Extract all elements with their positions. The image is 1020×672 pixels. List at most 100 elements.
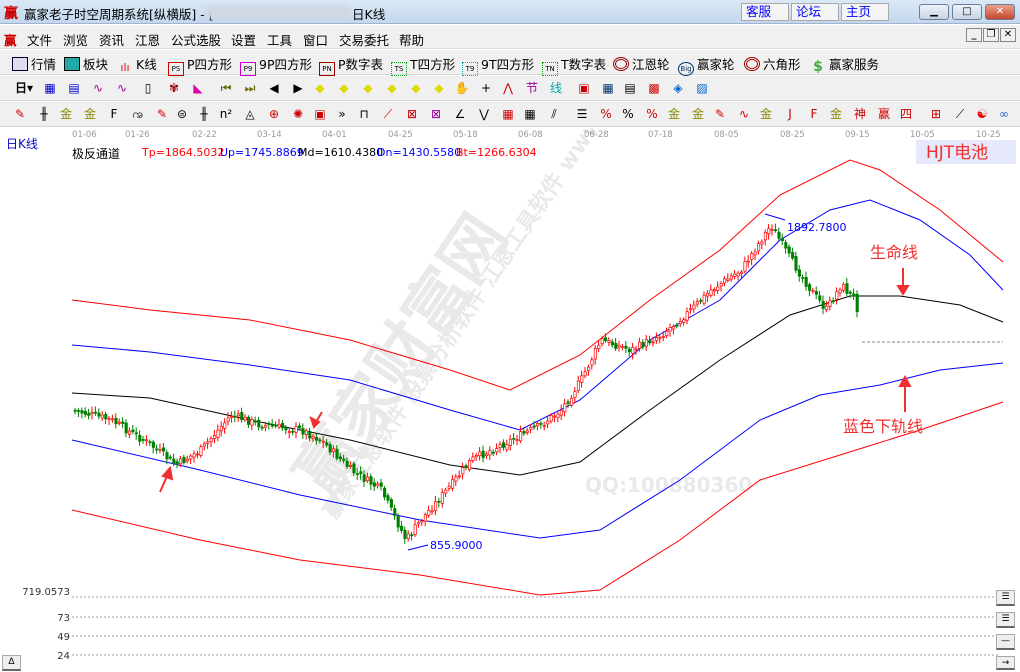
app-menu-icon[interactable]: 赢 — [4, 33, 17, 48]
expand-icon[interactable]: ◆ — [363, 81, 373, 95]
sector-button[interactable]: 板块 — [64, 54, 108, 73]
price-chart[interactable]: 日K线 HJT电池 赢家财富网 赢家江恩软件 股票分析软件 江恩工具软件 www… — [0, 128, 1020, 672]
festival-icon[interactable]: 节 — [525, 81, 538, 95]
gold-lines-icon[interactable]: 金 — [59, 107, 72, 121]
child-minimize-button[interactable]: _ — [966, 28, 982, 42]
child-close-button[interactable]: ✕ — [1000, 28, 1016, 42]
child-restore-button[interactable]: ❐ — [983, 28, 999, 42]
menu-info[interactable]: 资讯 — [99, 33, 125, 48]
gann-wheel-button[interactable]: 江恩轮 — [613, 54, 670, 73]
chart-style-icon[interactable]: ▦ — [44, 81, 56, 95]
document-icon[interactable]: ▤ — [624, 81, 636, 95]
shift-right-icon[interactable]: ◆ — [339, 81, 349, 95]
9p-square-button[interactable]: P9 9P四方形 — [240, 54, 312, 76]
line-tool-icon[interactable]: ⋀ — [503, 81, 513, 95]
save-icon[interactable]: ▩ — [648, 81, 660, 95]
zigzag-icon[interactable]: ⋁ — [479, 107, 489, 121]
forum-link[interactable]: 论坛 — [791, 3, 839, 21]
diagonal-lines-icon[interactable]: ⫽ — [551, 107, 557, 121]
cross-grid-icon[interactable]: ⊞ — [930, 107, 942, 121]
panel-button-4[interactable]: → — [996, 656, 1015, 670]
panel-button-2[interactable]: ☰ — [996, 612, 1015, 628]
winner-wheel-button[interactable]: Big 赢家轮 — [678, 54, 735, 76]
gold-level-icon[interactable]: 金 — [691, 107, 704, 121]
win-angle-icon[interactable]: 赢 — [877, 107, 890, 121]
box-icon[interactable]: ⊓ — [359, 107, 369, 121]
grid-icon[interactable]: ▦ — [502, 107, 514, 121]
cycle-lines-icon[interactable]: ╫ — [40, 107, 48, 121]
gold-bar-icon[interactable]: 金 — [759, 107, 772, 121]
menu-settings[interactable]: 设置 — [231, 33, 257, 48]
web-icon[interactable]: ✺ — [292, 107, 304, 121]
panel-button-3[interactable]: — — [996, 634, 1015, 650]
menu-formula[interactable]: 公式选股 — [171, 33, 222, 48]
wave9-icon[interactable]: ∿ — [116, 81, 128, 95]
crosshair-icon[interactable]: + — [480, 81, 492, 95]
period-select[interactable]: 日▾ — [14, 81, 34, 95]
gann-box-icon[interactable]: ⊠ — [430, 107, 442, 121]
calculator-icon[interactable]: ▦ — [602, 81, 614, 95]
pen-icon[interactable]: ✎ — [14, 107, 26, 121]
menu-browse[interactable]: 浏览 — [63, 33, 89, 48]
spiral-icon[interactable]: ꩠ — [132, 107, 144, 121]
hexagon-button[interactable]: 六角形 — [744, 54, 801, 73]
gold-lines2-icon[interactable]: 金 — [83, 107, 96, 121]
next-icon[interactable]: ▶ — [293, 81, 303, 95]
menu-gann[interactable]: 江恩 — [135, 33, 161, 48]
god-angle-icon[interactable]: 神 — [853, 107, 866, 121]
gold-angle-icon[interactable]: 金 — [829, 107, 842, 121]
customer-service-link[interactable]: 客服 — [741, 3, 789, 21]
reverse-icon[interactable]: ✾ — [168, 81, 180, 95]
yin-yang-icon[interactable]: ☯ — [976, 107, 988, 121]
grid2-icon[interactable]: ▦ — [524, 107, 536, 121]
calendar-icon[interactable]: ▣ — [578, 81, 590, 95]
f-angle-icon[interactable]: F — [810, 107, 818, 121]
minimize-button[interactable]: ▁ — [919, 4, 949, 20]
fan-box-icon[interactable]: ⊠ — [406, 107, 418, 121]
prev-icon[interactable]: ◀ — [269, 81, 279, 95]
t-square-button[interactable]: TS T四方形 — [391, 54, 455, 76]
square-grid-icon[interactable]: ▣ — [314, 107, 326, 121]
ruler-icon[interactable]: ☰ — [576, 107, 588, 121]
t-number-table-button[interactable]: TN T数字表 — [542, 54, 606, 76]
p-square-button[interactable]: PS P四方形 — [168, 54, 232, 76]
circle-cycle-icon[interactable]: ⊜ — [176, 107, 188, 121]
candle-type-icon[interactable]: ▯ — [144, 81, 152, 95]
last-icon[interactable]: ⏭ — [244, 81, 256, 95]
notes-icon[interactable]: ▤ — [68, 81, 80, 95]
menu-tools[interactable]: 工具 — [267, 33, 293, 48]
more-icon[interactable]: » — [338, 107, 346, 121]
angle-icon[interactable]: ∠ — [454, 107, 466, 121]
menu-window[interactable]: 窗口 — [303, 33, 329, 48]
p-number-table-button[interactable]: PN P数字表 — [319, 54, 383, 76]
panel-button-1[interactable]: ☰ — [996, 590, 1015, 606]
print-icon[interactable]: ▨ — [696, 81, 708, 95]
brush-icon[interactable]: ✎ — [714, 107, 726, 121]
parallel-lines-icon[interactable]: ╫ — [200, 107, 208, 121]
hand-icon[interactable]: ✋ — [454, 81, 470, 95]
flag-icon[interactable]: ◣ — [193, 81, 203, 95]
sine-icon[interactable]: ∿ — [738, 107, 750, 121]
shrink-icon[interactable]: ◆ — [387, 81, 397, 95]
target-icon[interactable]: ⊕ — [268, 107, 280, 121]
percent-lines-icon[interactable]: % — [646, 107, 658, 121]
triangle-icon[interactable]: ◬ — [245, 107, 255, 121]
fibonacci-icon[interactable]: F — [110, 107, 118, 121]
marker-icon[interactable]: ✎ — [156, 107, 168, 121]
line-draw-icon[interactable]: 线 — [549, 81, 562, 95]
close-button[interactable]: ✕ — [985, 4, 1015, 20]
delta-button[interactable]: Δ — [2, 655, 21, 671]
percent-icon[interactable]: % — [622, 107, 634, 121]
maximize-button[interactable]: □ — [952, 4, 982, 20]
first-icon[interactable]: ⏮ — [220, 81, 232, 95]
n-square-icon[interactable]: n² — [219, 107, 233, 121]
9t-square-button[interactable]: T9 9T四方形 — [462, 54, 534, 76]
chart-line-icon[interactable]: ⟋ — [955, 107, 965, 121]
gold-circle-icon[interactable]: 金 — [667, 107, 680, 121]
fan-icon[interactable]: ⟋ — [383, 107, 393, 121]
j-angle-icon[interactable]: J — [788, 107, 792, 121]
menu-trade[interactable]: 交易委托 — [339, 33, 390, 48]
four-angle-icon[interactable]: 四 — [899, 107, 912, 121]
network-icon[interactable]: ◈ — [673, 81, 683, 95]
quote-button[interactable]: 行情 — [12, 54, 56, 73]
